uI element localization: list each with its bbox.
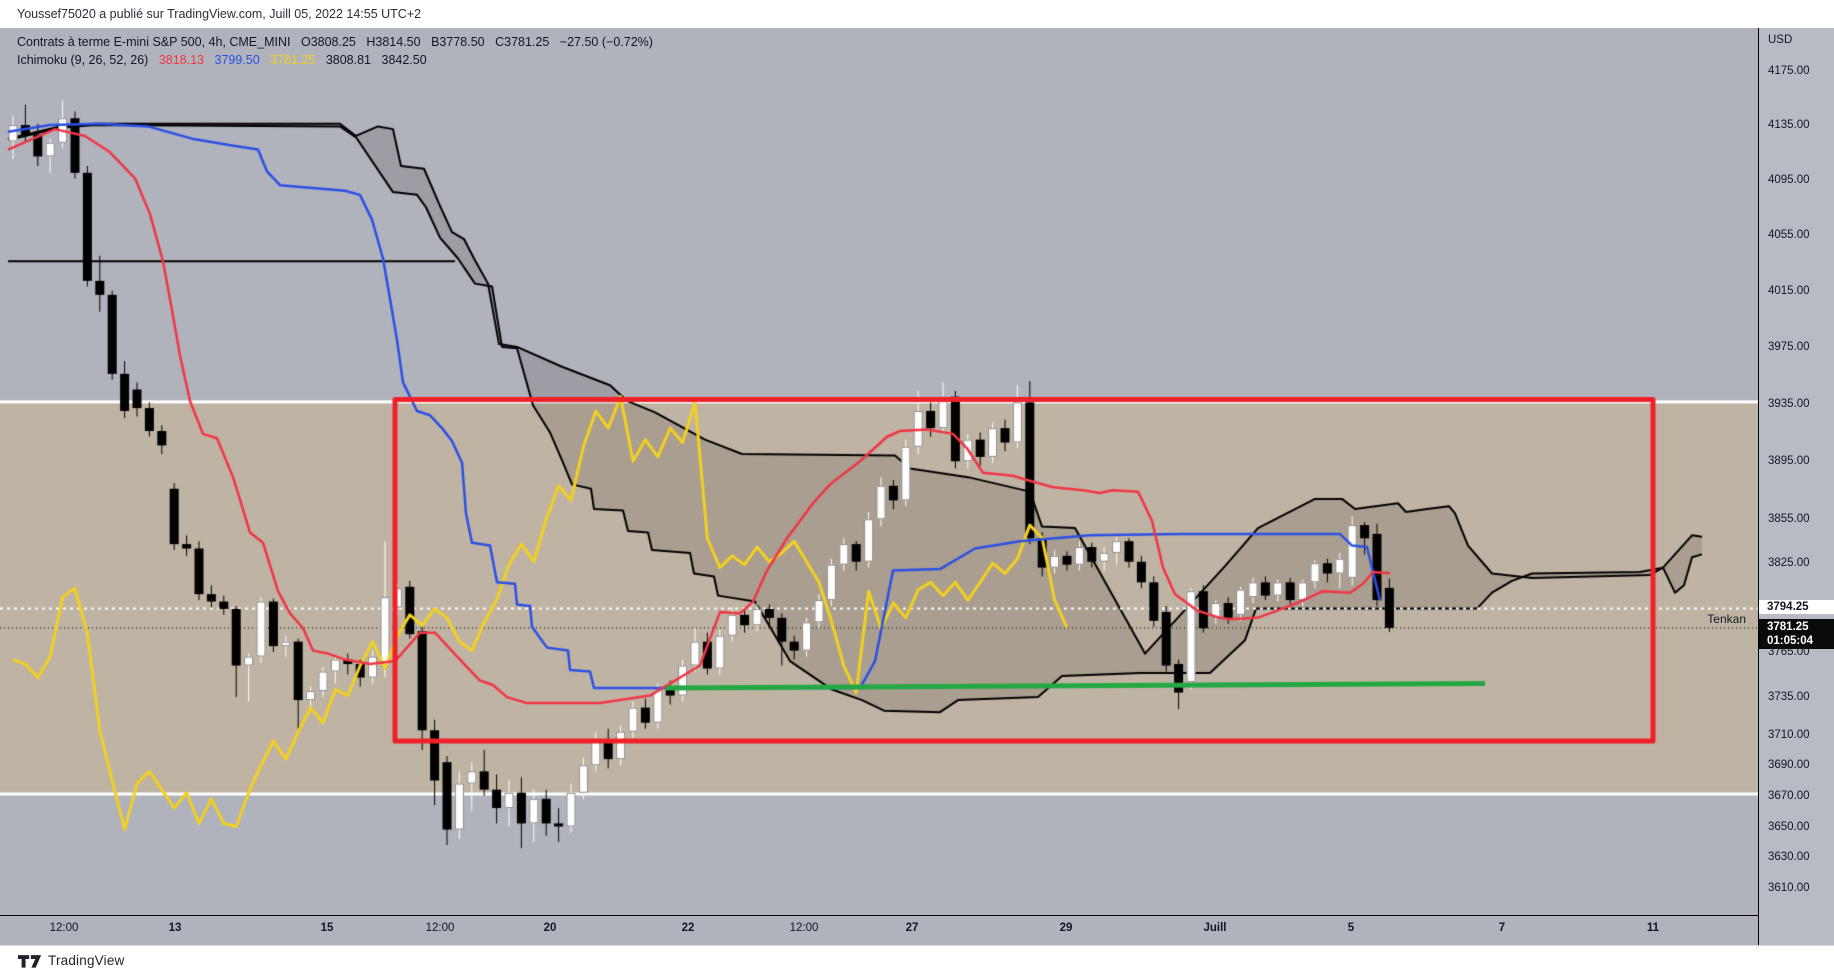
price-tick: 3670.00 bbox=[1768, 789, 1810, 802]
senkou-a-value: 3808.81 bbox=[325, 53, 372, 67]
low-value: B3778.50 bbox=[431, 35, 485, 49]
price-tick: 4095.00 bbox=[1768, 173, 1810, 186]
senkou-b-value: 3842.50 bbox=[381, 53, 427, 67]
time-tick: 12:00 bbox=[425, 922, 455, 934]
price-tick: 3825.00 bbox=[1768, 557, 1810, 570]
change-value: −27.50 (−0.72%) bbox=[559, 35, 653, 49]
ohlc-legend: Contrats à terme E-mini S&P 500, 4h, CME… bbox=[17, 33, 660, 69]
countdown-timer: 01:05:04 bbox=[1767, 634, 1814, 647]
price-tick: 3855.00 bbox=[1768, 513, 1810, 526]
last-price-badge: 3781.25 01:05:04 bbox=[1759, 618, 1834, 649]
footer-bar: TradingView bbox=[0, 945, 1834, 977]
high-value: H3814.50 bbox=[366, 35, 421, 49]
symbol-row[interactable]: Contrats à terme E-mini S&P 500, 4h, CME… bbox=[17, 33, 660, 51]
price-tick: 3895.00 bbox=[1768, 455, 1810, 468]
tradingview-brand-text[interactable]: TradingView bbox=[48, 953, 125, 968]
price-tick: 3650.00 bbox=[1768, 820, 1810, 833]
price-tick: 3735.00 bbox=[1768, 691, 1810, 704]
time-axis[interactable]: 12:00 13 15 12:00 20 22 12:00 27 29 Juill 5 7 11 bbox=[0, 915, 1758, 946]
price-tick: 3710.00 bbox=[1768, 728, 1810, 741]
price-tick: 3765.00 bbox=[1768, 646, 1810, 659]
line-price-value: 3794.25 bbox=[1767, 600, 1809, 613]
price-tick: 3610.00 bbox=[1768, 882, 1810, 895]
time-tick: 15 bbox=[320, 922, 334, 934]
close-value: C3781.25 bbox=[495, 35, 550, 49]
kijun-value: 3799.50 bbox=[214, 53, 260, 67]
tenkan-line-label: Tenkan bbox=[1707, 611, 1746, 626]
open-value: O3808.25 bbox=[300, 35, 356, 49]
tradingview-logo-icon[interactable] bbox=[18, 954, 42, 975]
time-tick: 29 bbox=[1059, 922, 1073, 934]
price-tick: 3935.00 bbox=[1768, 397, 1810, 410]
time-tick: 12:00 bbox=[49, 922, 79, 934]
publish-header: Youssef75020 a publié sur TradingView.co… bbox=[0, 0, 1834, 28]
price-tick: 3630.00 bbox=[1768, 851, 1810, 864]
price-tick: 4015.00 bbox=[1768, 284, 1810, 297]
time-tick: 22 bbox=[681, 922, 695, 934]
last-price-value: 3781.25 bbox=[1767, 620, 1809, 633]
price-tick: 3690.00 bbox=[1768, 759, 1810, 772]
line-price-badge: 3794.25 bbox=[1759, 599, 1834, 614]
time-tick: 11 bbox=[1646, 922, 1660, 934]
price-axis[interactable]: USD 4175.00 4135.00 4095.00 4055.00 4015.00 3… bbox=[1758, 28, 1834, 945]
time-tick: 5 bbox=[1347, 922, 1355, 934]
time-tick: 12:00 bbox=[789, 922, 819, 934]
time-tick: 7 bbox=[1498, 922, 1506, 934]
price-tick: 4055.00 bbox=[1768, 228, 1810, 241]
time-tick: 27 bbox=[905, 922, 919, 934]
publish-text: Youssef75020 a publié sur TradingView.co… bbox=[17, 7, 422, 21]
currency-label: USD bbox=[1768, 34, 1793, 46]
indicator-row[interactable]: Ichimoku (9, 26, 52, 26) 3818.13 3799.50… bbox=[17, 51, 660, 69]
time-tick: 13 bbox=[168, 922, 182, 934]
symbol-title: Contrats à terme E-mini S&P 500, 4h, CME… bbox=[17, 35, 291, 49]
price-tick: 4135.00 bbox=[1768, 119, 1810, 132]
chikou-value: 3781.25 bbox=[270, 53, 316, 67]
tenkan-value: 3818.13 bbox=[158, 53, 204, 67]
price-tick: 3975.00 bbox=[1768, 340, 1810, 353]
indicator-name: Ichimoku (9, 26, 52, 26) bbox=[17, 53, 149, 67]
price-tick: 4175.00 bbox=[1768, 64, 1810, 77]
time-tick: 20 bbox=[543, 922, 557, 934]
time-tick: Juill bbox=[1203, 922, 1227, 934]
